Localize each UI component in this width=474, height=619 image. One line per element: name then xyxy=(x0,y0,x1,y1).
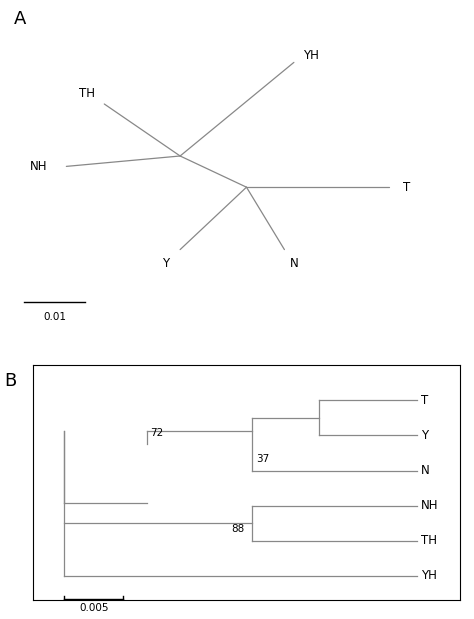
Text: 88: 88 xyxy=(231,524,245,534)
Text: 37: 37 xyxy=(256,454,270,464)
Text: 72: 72 xyxy=(151,428,164,438)
Text: B: B xyxy=(5,372,17,390)
Text: YH: YH xyxy=(420,569,437,582)
Text: N: N xyxy=(420,464,429,477)
Text: A: A xyxy=(14,11,27,28)
Text: TH: TH xyxy=(79,87,95,100)
Text: T: T xyxy=(403,181,410,194)
Text: NH: NH xyxy=(30,160,47,173)
Text: T: T xyxy=(420,394,428,407)
Text: 0.01: 0.01 xyxy=(43,312,66,322)
Text: N: N xyxy=(290,257,298,270)
Text: YH: YH xyxy=(303,49,319,62)
Text: NH: NH xyxy=(420,499,438,512)
Text: Y: Y xyxy=(420,429,428,442)
Text: Y: Y xyxy=(162,257,170,270)
Text: TH: TH xyxy=(420,534,437,547)
Text: 0.005: 0.005 xyxy=(79,603,109,613)
